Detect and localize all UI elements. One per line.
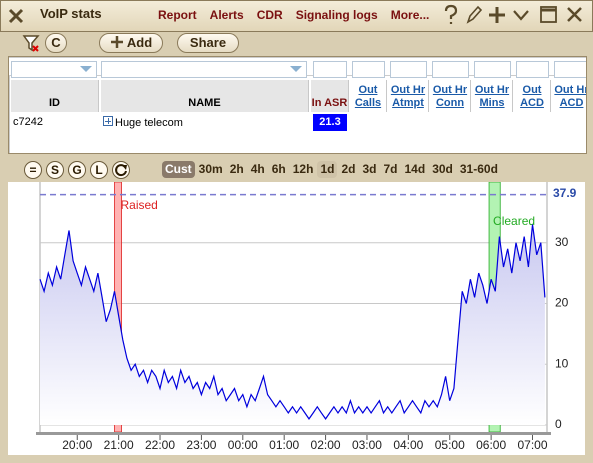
name-text: Huge telecom (115, 117, 183, 129)
window-icons (444, 4, 582, 24)
x-tick-label: 23:00 (186, 438, 216, 452)
menu-item[interactable]: More... (390, 8, 430, 22)
y-tick-label: 30 (555, 235, 569, 249)
add-label: Add (126, 35, 153, 50)
x-tick-label: 02:00 (311, 438, 341, 452)
range-button[interactable]: 2h (229, 162, 244, 176)
column-header[interactable]: Out ACD (514, 80, 551, 112)
alarm-label: Cleared (493, 214, 535, 228)
cell-divider (9, 95, 10, 114)
max-label: 37.9 (553, 186, 577, 200)
range-button[interactable]: Cust (162, 161, 195, 178)
chart: 0 10 20 30 Raised Cleared 37.9 20:00 21:00 22:00 2… (8, 182, 585, 455)
y-tick-label: 10 (555, 356, 569, 370)
id-cell: c7242 (13, 116, 43, 128)
table: ID NAME In ASR Out Calls Out Hr Atmpt Out Hr … (8, 56, 587, 154)
x-axis (36, 432, 551, 435)
column-header[interactable]: Out Hr Atmpt (388, 80, 429, 112)
close-window-icon[interactable] (567, 7, 582, 22)
clear-button[interactable]: C (45, 33, 67, 53)
menu-item[interactable]: Report (158, 8, 197, 22)
menu-item[interactable]: Signaling logs (295, 8, 378, 22)
filter-input[interactable] (313, 61, 347, 78)
chart-button[interactable]: = (24, 161, 42, 179)
filter-input[interactable] (11, 61, 97, 78)
chart-button[interactable]: S (46, 161, 64, 179)
y-tick-label: 0 (555, 417, 562, 431)
filter-input[interactable] (516, 61, 549, 78)
column-header[interactable]: Out Hr Mins (472, 80, 513, 112)
range-button[interactable]: 6h (271, 162, 286, 176)
range-button[interactable]: 7d (383, 162, 398, 176)
column-header[interactable]: Out Calls (350, 80, 387, 112)
range-button[interactable]: 14d (404, 162, 426, 176)
close-icon[interactable] (6, 6, 26, 26)
window-title: VoIP stats (40, 6, 102, 21)
maximize-icon[interactable] (540, 6, 557, 23)
filter-input[interactable] (432, 61, 469, 78)
range-button[interactable]: 12h (292, 162, 314, 176)
x-tick-label: 03:00 (352, 438, 382, 452)
filter-input[interactable] (101, 61, 307, 78)
column-header: ID (11, 80, 99, 112)
cell-divider (9, 114, 10, 133)
range-button[interactable]: 31-60d (459, 162, 498, 176)
chart-buttons: = S G L (24, 161, 130, 179)
column-header: In ASR (311, 80, 349, 112)
range-button[interactable]: 2d (341, 162, 356, 176)
filter-input[interactable] (390, 61, 427, 78)
x-tick-label: 04:00 (393, 438, 423, 452)
plus-icon (110, 36, 123, 48)
x-tick-label: 22:00 (145, 438, 175, 452)
cell-divider (9, 133, 10, 152)
x-tick-label: 21:00 (104, 438, 134, 452)
collapse-icon[interactable] (513, 10, 529, 21)
filter-dropdown[interactable] (290, 66, 302, 72)
range-button[interactable]: 1d (317, 161, 338, 178)
column-header[interactable]: Out Hr Conn (430, 80, 471, 112)
x-tick-label: 01:00 (269, 438, 299, 452)
add-icon[interactable] (489, 7, 505, 23)
edit-icon[interactable] (466, 5, 483, 24)
chart-button[interactable]: L (90, 161, 108, 179)
filter-input[interactable] (474, 61, 511, 78)
x-tick-label: 00:00 (228, 438, 258, 452)
column-header: NAME (101, 80, 309, 112)
help-icon[interactable] (444, 4, 458, 24)
filter-input[interactable] (352, 61, 385, 78)
name-cell: Huge telecom (103, 116, 183, 129)
refresh-button[interactable] (112, 161, 130, 179)
share-button[interactable]: Share (177, 33, 239, 53)
add-button[interactable]: Add (99, 33, 163, 53)
alarm-label: Raised (120, 198, 157, 212)
menu-item[interactable]: CDR (256, 8, 283, 22)
x-tick-label: 07:00 (517, 438, 547, 452)
range-button[interactable]: 30d (432, 162, 453, 176)
menu: Report Alerts CDR Signaling logs More... (158, 8, 429, 22)
line (39, 224, 546, 420)
chart-button[interactable]: G (68, 161, 86, 179)
range-buttons: Cust 30m 2h 4h 6h 12h 1d 2d 3d 7d 14d 30d 31-60d (162, 161, 501, 178)
range-button[interactable]: 4h (250, 162, 265, 176)
filter-input[interactable] (554, 61, 586, 78)
x-tick-label: 06:00 (476, 438, 506, 452)
menu-item[interactable]: Alerts (209, 8, 244, 22)
expand-icon[interactable] (103, 116, 113, 126)
cell-divider (9, 152, 10, 153)
asr-cell: 21.3 (313, 114, 347, 131)
column-header[interactable]: Out Hr ACD (552, 80, 586, 112)
filter-icon[interactable] (22, 34, 42, 52)
x-tick-label: 05:00 (435, 438, 465, 452)
cell-divider (9, 76, 10, 95)
area (40, 224, 545, 426)
filter-dropdown[interactable] (80, 66, 92, 72)
y-tick-label: 20 (555, 296, 569, 310)
range-button[interactable]: 30m (198, 162, 223, 176)
range-button[interactable]: 3d (362, 162, 377, 176)
x-tick-label: 20:00 (62, 438, 92, 452)
